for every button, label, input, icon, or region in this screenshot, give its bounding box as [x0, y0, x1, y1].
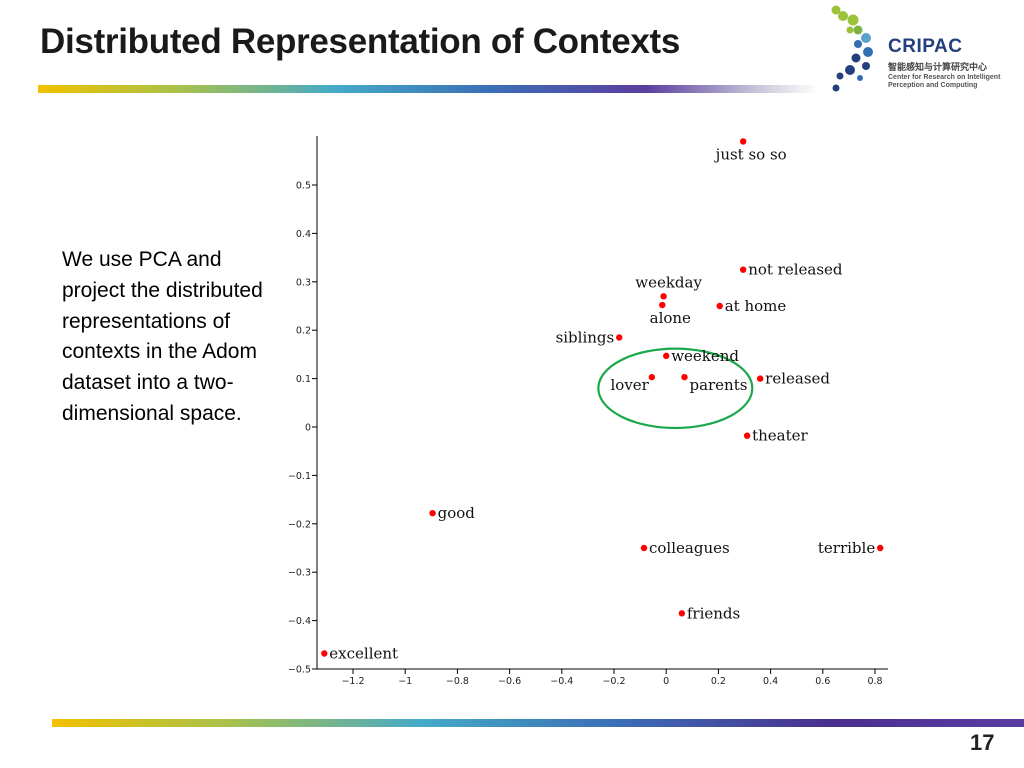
- x-tick-label: −0.4: [550, 676, 573, 687]
- point-label: good: [438, 504, 476, 522]
- data-point: [877, 544, 884, 552]
- cluster-highlight-ellipse: [597, 347, 754, 430]
- chart-annotations: [597, 347, 754, 430]
- y-tick-label: 0.5: [296, 181, 311, 192]
- point-label: friends: [687, 604, 740, 622]
- x-tick-label: 0.6: [815, 676, 830, 687]
- point-label: weekday: [635, 273, 702, 291]
- x-tick-label: −0.6: [498, 676, 521, 687]
- title-underline-bar: [38, 85, 818, 93]
- logo-subtitle-cn: 智能感知与计算研究中心: [888, 63, 988, 73]
- data-point: [429, 509, 436, 517]
- point-label: just so so: [714, 145, 787, 163]
- y-tick-label: 0.4: [296, 229, 311, 240]
- point-label: parents: [689, 376, 747, 394]
- y-tick-label: 0.1: [296, 374, 311, 385]
- point-label: excellent: [329, 645, 398, 663]
- logo-subtitle-en: Center for Research on Intelligent Perce…: [888, 74, 1001, 89]
- data-point: [678, 610, 686, 617]
- x-tick-label: −0.8: [446, 676, 469, 687]
- point-label: alone: [650, 309, 691, 327]
- data-point: [663, 352, 670, 360]
- x-tick-label: −1.2: [341, 676, 364, 687]
- chart-points: just so so not released weekday alone at hom…: [321, 138, 884, 663]
- point-label: terrible: [818, 539, 875, 557]
- footer-bar: [52, 719, 1024, 727]
- logo-dots-icon: [831, 5, 873, 92]
- y-tick-label: −0.1: [288, 471, 311, 482]
- x-tick-label: 0.4: [763, 676, 778, 687]
- y-tick-label: 0.3: [296, 277, 311, 288]
- point-label: released: [765, 370, 830, 388]
- data-point: [659, 301, 666, 309]
- data-point: [660, 293, 667, 300]
- y-tick-label: −0.2: [288, 519, 311, 530]
- point-label: lover: [610, 376, 649, 394]
- data-point: [648, 373, 656, 381]
- data-point: [640, 544, 648, 552]
- data-point: [321, 650, 328, 657]
- page-number: 17: [970, 730, 995, 755]
- point-label: theater: [752, 427, 808, 445]
- x-tick-label: 0.2: [711, 676, 726, 687]
- y-tick-label: −0.3: [288, 568, 311, 579]
- slide-body-text: We use PCA and project the distributed r…: [62, 248, 263, 425]
- y-tick-label: 0.2: [296, 326, 311, 337]
- point-label: at home: [725, 297, 787, 315]
- x-tick-label: −0.2: [602, 676, 625, 687]
- y-tick-label: 0: [305, 423, 311, 434]
- point-label: siblings: [556, 328, 615, 346]
- point-label: weekend: [671, 347, 739, 365]
- logo-name: CRIPAC: [888, 36, 963, 57]
- x-tick-label: 0: [663, 676, 669, 687]
- slide-title: Distributed Representation of Contexts: [40, 22, 681, 61]
- y-tick-label: −0.5: [288, 665, 311, 676]
- x-tick-label: −1: [398, 676, 412, 687]
- data-point: [739, 266, 747, 273]
- point-label: colleagues: [649, 539, 730, 557]
- x-tick-label: 0.8: [867, 676, 882, 687]
- data-point: [716, 302, 723, 310]
- y-tick-label: −0.4: [288, 616, 311, 627]
- data-point: [739, 138, 747, 145]
- cripac-logo: CRIPAC 智能感知与计算研究中心 Center for Research o…: [826, 4, 1024, 108]
- point-label: not released: [748, 261, 843, 279]
- data-point: [756, 375, 764, 382]
- chart-axes: 0.5 0.4 0.3 0.2 0.1 0 −0.1 −0.2 −0.3 −0.4 −0.5 −1.2…: [288, 136, 888, 687]
- data-point: [681, 373, 688, 381]
- data-point: [616, 334, 623, 341]
- data-point: [743, 432, 751, 439]
